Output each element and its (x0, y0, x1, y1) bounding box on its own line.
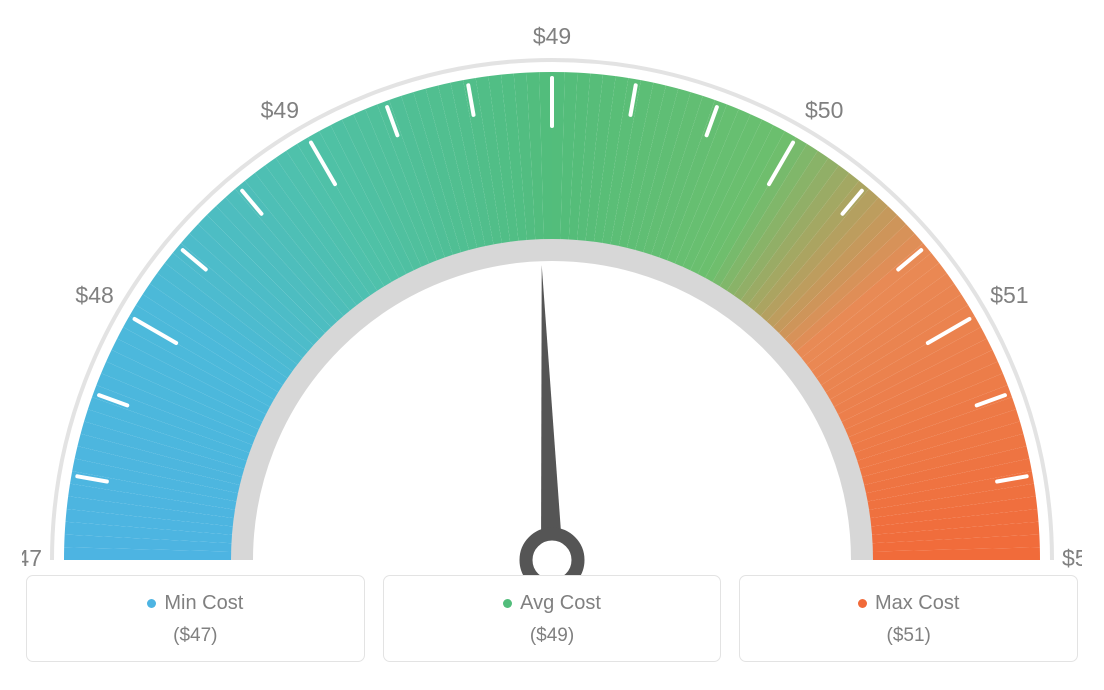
legend-avg-label-text: Avg Cost (520, 592, 601, 615)
svg-text:$47: $47 (22, 545, 42, 571)
svg-text:$48: $48 (75, 282, 113, 308)
legend-card-min: Min Cost ($47) (26, 575, 365, 662)
legend-max-label: Max Cost (858, 592, 959, 615)
svg-text:$49: $49 (533, 23, 571, 49)
legend-avg-label: Avg Cost (503, 592, 601, 615)
gauge-chart: $47 $48 $49 $49 $50 $51 $51 (22, 20, 1082, 580)
svg-text:$49: $49 (261, 97, 299, 123)
svg-text:$51: $51 (990, 282, 1028, 308)
svg-text:$50: $50 (805, 97, 843, 123)
legend-min-label-text: Min Cost (164, 592, 243, 615)
legend-card-max: Max Cost ($51) (739, 575, 1078, 662)
legend-max-label-text: Max Cost (875, 592, 959, 615)
dot-icon (147, 599, 156, 608)
legend-min-value: ($47) (27, 625, 364, 647)
legend-avg-value: ($49) (384, 625, 721, 647)
legend-max-value: ($51) (740, 625, 1077, 647)
legend-row: Min Cost ($47) Avg Cost ($49) Max Cost (… (26, 575, 1078, 662)
legend-card-avg: Avg Cost ($49) (383, 575, 722, 662)
dot-icon (858, 599, 867, 608)
legend-min-label: Min Cost (147, 592, 243, 615)
svg-text:$51: $51 (1062, 545, 1082, 571)
chart-container: $47 $48 $49 $49 $50 $51 $51 Min Cost ($47) Avg… (0, 0, 1104, 690)
dot-icon (503, 599, 512, 608)
